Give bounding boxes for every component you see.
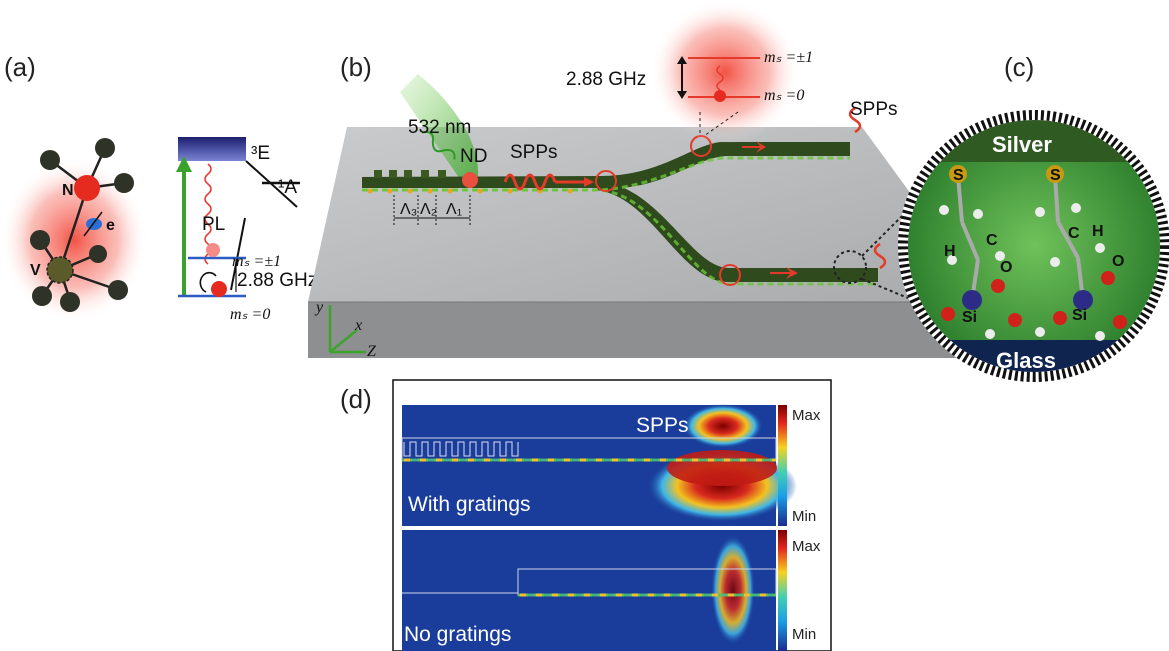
level-1a-label: ¹A (278, 177, 297, 198)
atom-h1-label: H (944, 243, 956, 260)
spp-out-lower-icon (873, 242, 887, 270)
population-0 (211, 281, 227, 297)
carbon-atom (40, 150, 60, 170)
zoom-circle (833, 250, 867, 284)
panel-d: (d) SPPs With gratings No gratings Max M… (340, 379, 832, 651)
nanodiamond-icon (462, 172, 478, 188)
panel-d-label: (d) (340, 384, 372, 414)
gap-label: 2.88 GHz (237, 270, 317, 291)
inset-0-label: mₛ =0 (764, 87, 804, 104)
nitrogen-atom (74, 175, 100, 201)
atom-h2-label: H (1092, 223, 1104, 240)
axis-z-label: Z (367, 343, 377, 360)
atom-c1-label: C (986, 232, 998, 249)
sulfur-atom (949, 165, 967, 183)
carbon-atom (30, 230, 50, 250)
panel-c: (c) Silver Glass S S (898, 52, 1169, 382)
nv-glow (0, 158, 148, 322)
atom-c2-label: C (1068, 225, 1080, 242)
carbon-atom (95, 138, 115, 158)
spps-map-label: SPPs (636, 414, 689, 437)
carbon-atom (114, 173, 134, 193)
atom-s2-label: S (1050, 167, 1061, 184)
period-2-label: Λ₂ (420, 201, 437, 218)
panel-b: (b) 532 nm ND SPPs SPPs (308, 0, 990, 360)
spin-arrow-icon (83, 211, 103, 237)
carbon-atom (89, 245, 107, 263)
panel-b-label: (b) (340, 52, 372, 82)
excitation-arrowhead-icon (176, 156, 192, 172)
carbon-atom (60, 292, 80, 312)
laser-beam (400, 74, 479, 182)
colorbar-bottom-min: Min (792, 626, 816, 643)
vacancy-site (46, 256, 74, 284)
grating-profile (403, 441, 519, 457)
inset-pm1-label: mₛ =±1 (764, 49, 813, 66)
period-1-label: Λ₁ (446, 201, 462, 218)
inset-glow (650, 0, 800, 144)
atom-label-e: e (106, 217, 115, 234)
ms-0-label: mₛ =0 (230, 306, 270, 323)
colorbar-bottom (778, 530, 787, 651)
atom-o1-label: O (1000, 259, 1012, 276)
colorbar-top-max: Max (792, 407, 821, 424)
ms-pm1-label: mₛ =±1 (232, 253, 281, 270)
no-gratings-label: No gratings (404, 623, 511, 646)
waveguide-upper-branch (362, 142, 850, 188)
colorbar-top (778, 405, 787, 526)
excited-band (178, 137, 246, 161)
atom-si1-label: Si (962, 309, 977, 326)
junction-emitter-icon (595, 170, 617, 192)
atom-s1-label: S (953, 167, 964, 184)
carbon-atom (108, 280, 128, 300)
colorbar-top-min: Min (792, 508, 816, 525)
spp-wave-icon (503, 173, 557, 191)
atom-o2-label: O (1112, 253, 1124, 270)
sulfur-atom (1046, 165, 1064, 183)
x-axis-arrow (329, 329, 358, 353)
decay-line (230, 217, 246, 291)
silicon-atom (962, 290, 982, 310)
period-3-label: Λ₃ (400, 201, 417, 218)
level-3e-label: ³E (251, 143, 270, 164)
spps-out-label: SPPs (850, 99, 898, 120)
nd-label: ND (460, 146, 487, 167)
glass-label: Glass (996, 348, 1056, 373)
silver-label: Silver (992, 132, 1052, 157)
carbon-atom (32, 286, 52, 306)
atom-label-n: N (62, 182, 74, 199)
laser-label: 532 nm (408, 117, 471, 138)
panel-a: (a) N V e ³E ¹A (0, 52, 317, 323)
pl-label: PL (202, 214, 225, 235)
grating-teeth (374, 170, 446, 178)
panel-a-label: (a) (4, 52, 36, 82)
atom-si2-label: Si (1072, 307, 1087, 324)
silicon-atom (1073, 290, 1093, 310)
cycle-arrow-icon (199, 271, 217, 293)
spps-mid-label: SPPs (510, 142, 558, 163)
period-markers (393, 195, 471, 225)
panel-c-label: (c) (1004, 52, 1034, 82)
inset-freq-label: 2.88 GHz (566, 69, 646, 90)
oxygen-atoms (941, 271, 1127, 329)
waveguide-lower-branch (596, 182, 878, 282)
spp-out-upper-icon (848, 106, 862, 134)
lower-emitter-icon (719, 264, 741, 286)
axis-y-label: y (314, 299, 324, 316)
electron-icon (86, 218, 102, 230)
slab-side (308, 302, 990, 358)
population-pm1 (206, 243, 220, 257)
colorbar-bottom-max: Max (792, 538, 821, 555)
atom-label-v: V (30, 262, 41, 279)
axis-x-label: x (354, 317, 362, 334)
with-gratings-label: With gratings (408, 493, 531, 516)
